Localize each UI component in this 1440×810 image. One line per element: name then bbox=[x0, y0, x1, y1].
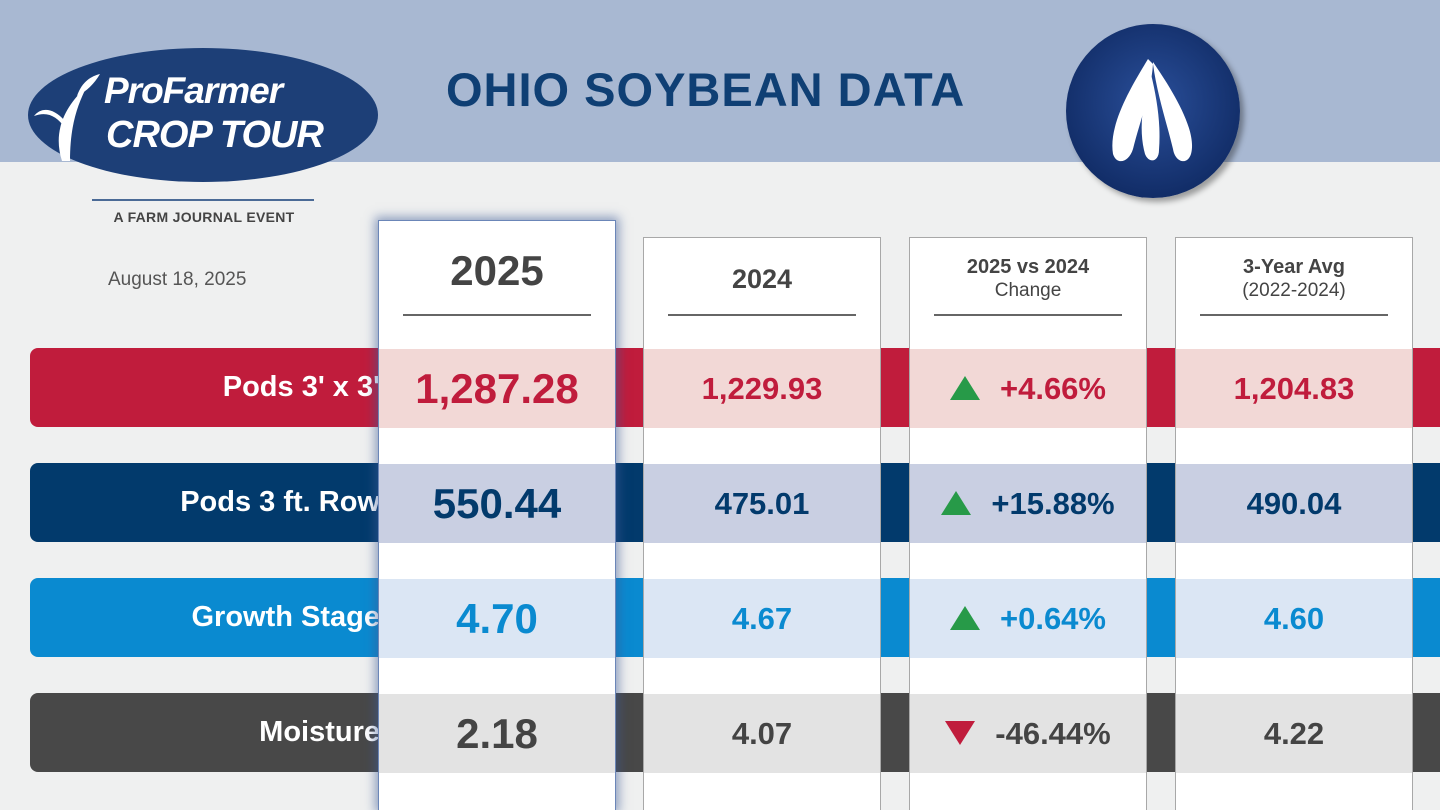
column-title: 2025 vs 2024 bbox=[966, 256, 1090, 278]
cell-value: 1,287.28 bbox=[415, 365, 579, 412]
table-cell: 4.60 bbox=[1176, 579, 1412, 658]
table-cell: 4.07 bbox=[644, 694, 880, 773]
row-label: Pods 3 ft. Row bbox=[180, 486, 380, 518]
table-cell: 4.22 bbox=[1176, 694, 1412, 773]
row-label: Growth Stage bbox=[191, 601, 380, 633]
table-cell: 1,287.28 bbox=[379, 349, 615, 428]
cell-value: +0.64% bbox=[999, 601, 1106, 636]
cell-value: 550.44 bbox=[432, 480, 562, 527]
cell-value: 490.04 bbox=[1246, 486, 1342, 521]
column-title: 2024 bbox=[731, 264, 793, 294]
soybean-badge bbox=[1066, 24, 1240, 198]
tagline: A FARM JOURNAL EVENT bbox=[113, 209, 295, 225]
row-label: Moisture bbox=[259, 716, 380, 748]
divider bbox=[92, 199, 314, 201]
cell-value: 4.07 bbox=[731, 716, 793, 751]
cell-value: +4.66% bbox=[999, 371, 1106, 406]
column-card: 3-Year Avg (2022-2024) 1,204.83 490.04 4.60 4… bbox=[1175, 237, 1413, 810]
page-title: OHIO SOYBEAN DATA bbox=[446, 63, 966, 116]
column-subtitle: Change bbox=[994, 280, 1062, 301]
soybean-pod-icon bbox=[1112, 59, 1193, 162]
triangle-up-icon bbox=[949, 375, 980, 400]
cell-value: 1,229.93 bbox=[701, 371, 823, 406]
table-cell: 475.01 bbox=[644, 464, 880, 543]
table-cell: -46.44% bbox=[910, 694, 1146, 773]
logo-text-profarmer: ProFarmer bbox=[104, 70, 283, 111]
logo-text-crop-tour: CROP TOUR bbox=[106, 114, 324, 156]
cell-value: 2.18 bbox=[456, 710, 538, 757]
table-cell: +0.64% bbox=[910, 579, 1146, 658]
triangle-up-icon bbox=[949, 605, 980, 630]
plant-icon bbox=[34, 74, 100, 161]
table-cell: +15.88% bbox=[910, 464, 1146, 543]
column-card: 2024 1,229.93 475.01 4.67 4.07 bbox=[643, 237, 881, 810]
table-cell: 2.18 bbox=[379, 694, 615, 773]
table-cell: 550.44 bbox=[379, 464, 615, 543]
table-cell: 1,229.93 bbox=[644, 349, 880, 428]
row-label: Pods 3' x 3' bbox=[222, 371, 380, 403]
cell-value: 4.60 bbox=[1263, 601, 1325, 636]
triangle-up-icon bbox=[941, 490, 972, 515]
cell-value: 1,204.83 bbox=[1233, 371, 1355, 406]
cell-value: 4.22 bbox=[1263, 716, 1325, 751]
report-date: August 18, 2025 bbox=[108, 269, 247, 290]
table-cell: +4.66% bbox=[910, 349, 1146, 428]
cell-value: 4.70 bbox=[456, 595, 538, 642]
cell-value: 4.67 bbox=[731, 601, 793, 636]
column-card: 2025 vs 2024 Change +4.66% +15.88% +0.64% -46… bbox=[909, 237, 1147, 810]
table-cell: 1,204.83 bbox=[1176, 349, 1412, 428]
triangle-down-icon bbox=[945, 720, 976, 745]
column-title: 2025 bbox=[450, 247, 544, 294]
column-title: 3-Year Avg bbox=[1243, 256, 1345, 278]
cell-value: 475.01 bbox=[714, 486, 810, 521]
table-cell: 490.04 bbox=[1176, 464, 1412, 543]
column-subtitle: (2022-2024) bbox=[1242, 280, 1346, 301]
cell-value: +15.88% bbox=[991, 486, 1115, 521]
profarmer-crop-tour-logo: ProFarmer CROP TOUR bbox=[28, 48, 378, 182]
table-cell: 4.70 bbox=[379, 579, 615, 658]
column-card: 2025 1,287.28 550.44 4.70 2.18 bbox=[378, 220, 616, 810]
cell-value: -46.44% bbox=[995, 716, 1111, 751]
table-cell: 4.67 bbox=[644, 579, 880, 658]
